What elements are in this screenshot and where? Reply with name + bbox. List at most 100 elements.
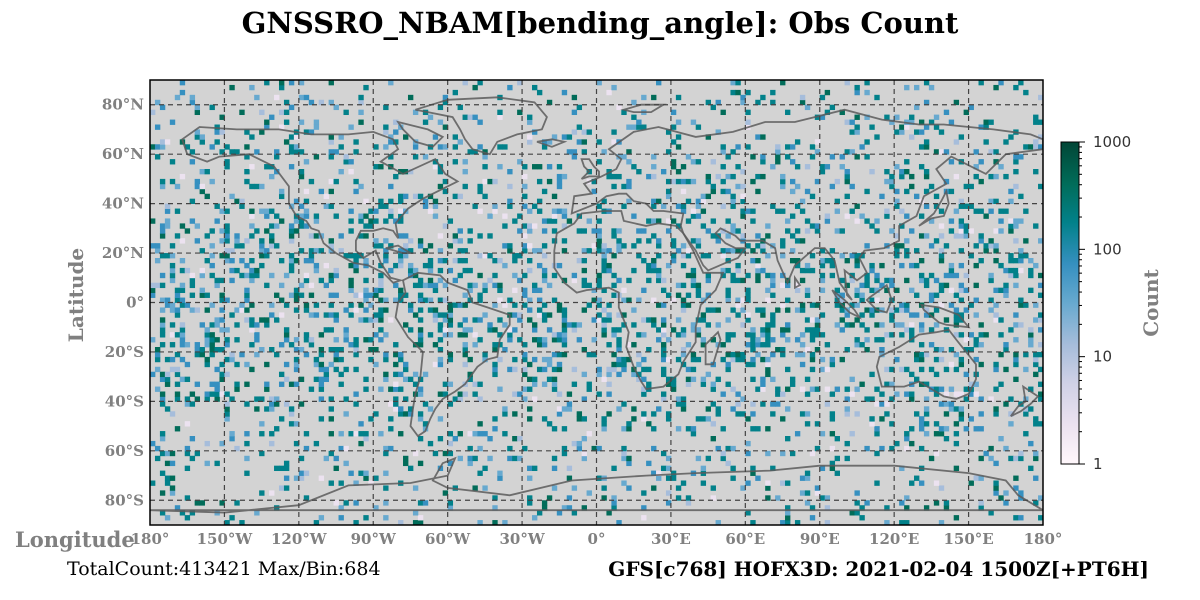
heatmap-bin [864, 218, 870, 224]
heatmap-bin [601, 332, 607, 338]
heatmap-bin [988, 445, 994, 452]
heatmap-bin [948, 159, 955, 165]
heatmap-bin [656, 253, 662, 259]
heatmap-bin [735, 248, 741, 254]
heatmap-bin [938, 485, 945, 491]
heatmap-bin [249, 302, 255, 308]
heatmap-bin [214, 337, 220, 343]
heatmap-bin [298, 248, 305, 254]
heatmap-bin [313, 440, 320, 447]
heatmap-bin [988, 272, 994, 279]
heatmap-bin [522, 183, 528, 190]
heatmap-bin [398, 253, 404, 259]
heatmap-bin [318, 515, 325, 521]
heatmap-bin [412, 282, 419, 289]
heatmap-bin [586, 381, 592, 387]
heatmap-bin [626, 178, 632, 185]
heatmap-bin [437, 183, 444, 190]
heatmap-bin [665, 262, 672, 269]
heatmap-bin [219, 238, 225, 244]
heatmap-bin [884, 411, 890, 417]
heatmap-bin [536, 178, 543, 185]
heatmap-bin [164, 381, 171, 387]
heatmap-bin [616, 248, 622, 254]
heatmap-bin [154, 248, 161, 254]
heatmap-bin [1008, 421, 1014, 427]
heatmap-bin [283, 302, 290, 308]
heatmap-bin [785, 480, 791, 486]
heatmap-bin [943, 317, 950, 323]
heatmap-bin [720, 342, 726, 348]
heatmap-bin [874, 287, 880, 294]
heatmap-bin [1028, 406, 1034, 412]
heatmap-bin [690, 376, 697, 383]
heatmap-bin [571, 381, 578, 387]
heatmap-bin [527, 267, 533, 274]
heatmap-bin [259, 347, 265, 353]
heatmap-bin [710, 233, 716, 239]
heatmap-bin [403, 243, 409, 249]
heatmap-bin [928, 366, 935, 373]
heatmap-bin [695, 287, 702, 294]
heatmap-bin [546, 312, 553, 318]
heatmap-bin [933, 450, 940, 457]
heatmap-bin [204, 361, 210, 368]
heatmap-bin [338, 356, 344, 363]
heatmap-bin [1013, 351, 1019, 358]
heatmap-bin [874, 426, 880, 432]
heatmap-bin [204, 233, 210, 239]
heatmap-bin [933, 431, 940, 437]
heatmap-bin [348, 312, 354, 318]
heatmap-bin [606, 391, 612, 397]
heatmap-bin [174, 208, 181, 214]
heatmap-bin [566, 134, 573, 140]
heatmap-bin [437, 327, 444, 333]
heatmap-bin [209, 347, 215, 353]
heatmap-bin [656, 218, 662, 224]
heatmap-bin [224, 164, 230, 170]
heatmap-bin [403, 455, 409, 462]
heatmap-bin [497, 475, 503, 481]
heatmap-bin [770, 99, 776, 106]
heatmap-bin [695, 317, 702, 323]
heatmap-bin [527, 386, 533, 392]
heatmap-bin [472, 381, 478, 387]
heatmap-bin [169, 490, 176, 496]
heatmap-bin [159, 297, 166, 303]
heatmap-bin [447, 356, 454, 363]
heatmap-bin [621, 203, 627, 209]
heatmap-bin [844, 411, 850, 417]
heatmap-bin [278, 371, 285, 378]
heatmap-bin [169, 119, 176, 125]
heatmap-bin [403, 411, 409, 417]
heatmap-bin [814, 149, 821, 155]
heatmap-bin [660, 169, 667, 175]
heatmap-bin [244, 381, 250, 387]
heatmap-bin [482, 312, 488, 318]
heatmap-bin [938, 431, 945, 437]
heatmap-bin [318, 332, 325, 338]
heatmap-bin [993, 248, 999, 254]
heatmap-bin [383, 470, 389, 476]
heatmap-bin [204, 440, 210, 447]
heatmap-bin [978, 396, 984, 402]
heatmap-bin [849, 277, 855, 284]
heatmap-bin [1038, 342, 1043, 348]
heatmap-bin [869, 124, 875, 130]
heatmap-bin [254, 351, 260, 358]
heatmap-bin [164, 460, 171, 467]
heatmap-bin [636, 253, 642, 259]
heatmap-bin [383, 238, 389, 244]
heatmap-bin [556, 183, 563, 190]
heatmap-bin [338, 134, 344, 140]
heatmap-bin [551, 297, 558, 303]
heatmap-bin [303, 223, 310, 229]
heatmap-bin [159, 322, 166, 328]
heatmap-bin [745, 342, 751, 348]
heatmap-bin [844, 322, 850, 328]
heatmap-bin [150, 218, 156, 224]
heatmap-bin [378, 297, 384, 303]
heatmap-bin [383, 376, 389, 383]
heatmap-bin [447, 243, 454, 249]
heatmap-bin [814, 445, 821, 452]
